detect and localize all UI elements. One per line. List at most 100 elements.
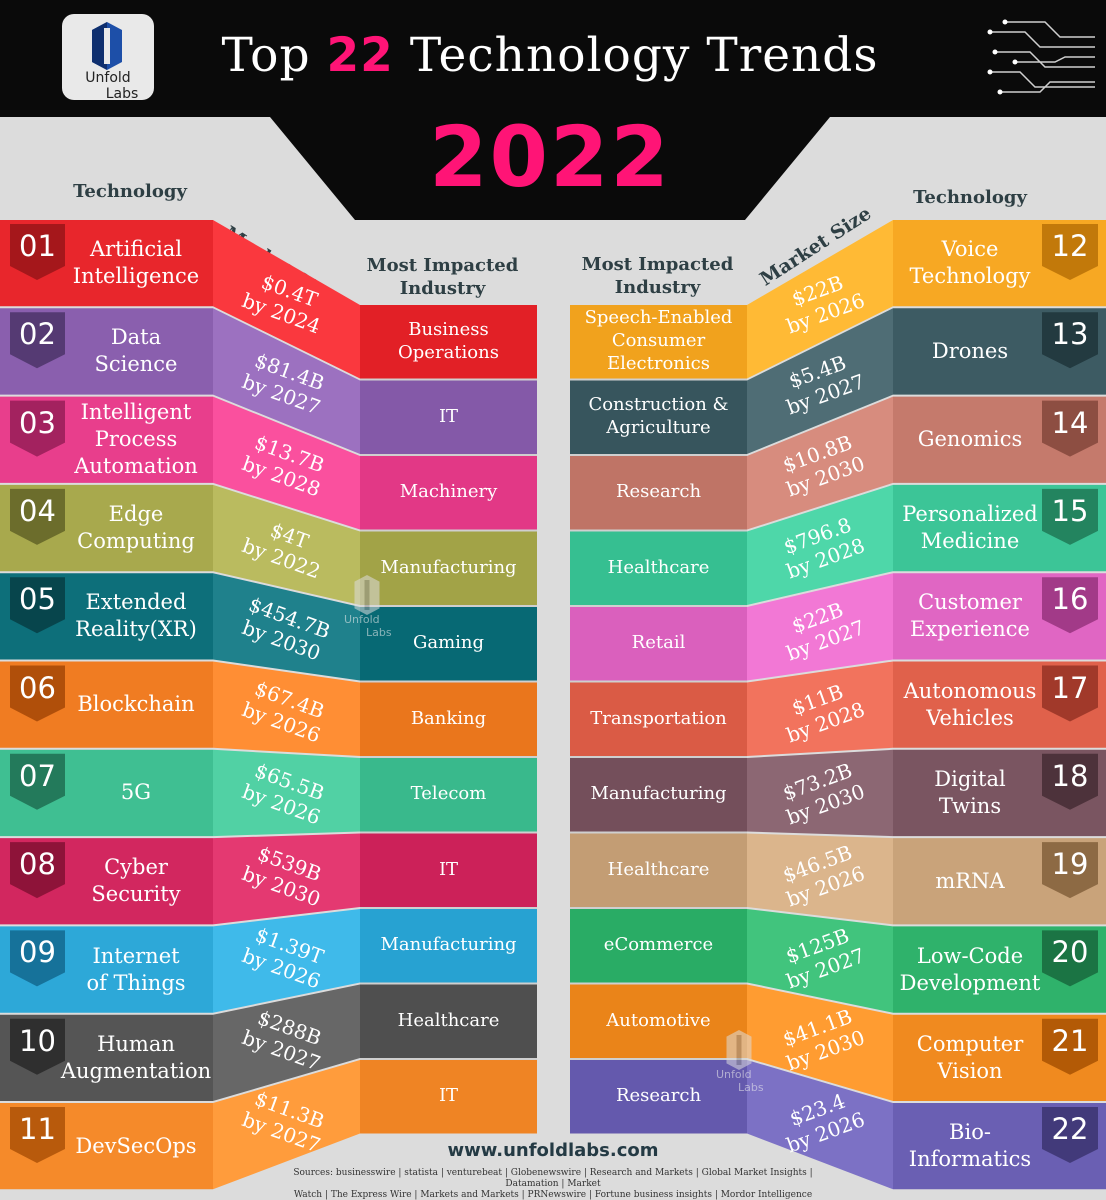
left-industry-label-02-line: IT xyxy=(438,405,459,427)
left-market-block-03 xyxy=(213,396,360,530)
right-number-18: 18 xyxy=(1051,758,1089,793)
right-number-21: 21 xyxy=(1051,1023,1089,1058)
left-market-block-06 xyxy=(213,661,360,756)
right-tech-label-20-line: Development xyxy=(899,970,1041,995)
right-tech-label-22-line: Bio- xyxy=(949,1120,991,1145)
right-industry-label-13-line: Construction & xyxy=(588,394,729,416)
left-number-tab-03 xyxy=(10,400,65,457)
right-market-block-16 xyxy=(747,573,893,681)
left-tech-label-03-line: Process xyxy=(94,427,178,452)
left-number-tab-11 xyxy=(10,1107,65,1163)
right-tech-label-20: Low-Code Development xyxy=(894,928,1046,1010)
left-tech-label-03-line: Automation xyxy=(74,454,198,479)
left-tech-label-08: Cyber Security xyxy=(62,840,210,922)
left-number-10: 10 xyxy=(19,1023,56,1058)
left-tech-label-01-line: Artificial xyxy=(89,237,183,262)
left-industry-label-11: IT xyxy=(362,1060,535,1132)
left-number-09: 09 xyxy=(19,935,56,970)
right-market-block-15 xyxy=(747,484,893,605)
left-industry-label-04: Manufacturing xyxy=(362,532,535,604)
right-number-tab-15 xyxy=(1042,488,1098,545)
right-industry-block-13 xyxy=(570,380,747,454)
left-number-tab-10 xyxy=(10,1018,65,1075)
right-tech-label-18-line: Twins xyxy=(938,793,1002,818)
left-tech-label-07-line: 5G xyxy=(120,780,152,805)
left-tech-label-03-line: Intelligent xyxy=(80,400,192,425)
left-tech-label-10-line: Augmentation xyxy=(60,1058,212,1083)
right-tech-label-22: Bio- Informatics xyxy=(894,1105,1046,1187)
right-number-22: 22 xyxy=(1051,1112,1089,1146)
right-industry-block-20 xyxy=(570,909,747,983)
left-industry-label-06: Banking xyxy=(362,683,535,755)
right-market-block-21 xyxy=(747,984,893,1101)
right-tech-label-13-line: Drones xyxy=(931,338,1009,363)
left-industry-label-11-line: IT xyxy=(438,1085,459,1107)
right-industry-block-12 xyxy=(570,305,747,379)
right-number-tab-16 xyxy=(1042,577,1098,634)
right-market-block-22 xyxy=(747,1060,893,1190)
right-industry-label-18-line: Manufacturing xyxy=(590,783,727,805)
right-industry-label-16-line: Retail xyxy=(631,632,686,654)
right-number-14: 14 xyxy=(1051,405,1089,440)
left-industry-label-07-line: Telecom xyxy=(410,783,487,805)
left-industry-label-09: Manufacturing xyxy=(362,909,535,981)
left-tech-label-08-line: Security xyxy=(91,882,181,907)
left-industry-label-04-line: Manufacturing xyxy=(380,556,517,578)
left-industry-label-02: IT xyxy=(362,381,535,453)
right-tech-label-17-line: Vehicles xyxy=(926,705,1014,730)
left-tech-label-05: Extended Reality(XR) xyxy=(62,575,210,657)
right-number-19: 19 xyxy=(1051,847,1089,882)
left-industry-block-05 xyxy=(360,607,537,681)
right-number-20: 20 xyxy=(1051,935,1089,970)
left-industry-label-06-line: Banking xyxy=(410,707,487,729)
right-tech-label-19-line: mRNA xyxy=(935,868,1005,893)
left-number-03: 03 xyxy=(19,405,56,440)
left-industry-label-01-line: Operations xyxy=(398,341,499,363)
right-industry-block-15 xyxy=(570,531,747,605)
right-number-tab-22 xyxy=(1042,1107,1098,1163)
left-number-05: 05 xyxy=(19,582,56,617)
right-industry-label-13: Construction & Agriculture xyxy=(572,381,745,453)
right-number-12: 12 xyxy=(1051,229,1089,263)
left-market-block-11 xyxy=(213,1060,360,1190)
right-industry-label-18: Manufacturing xyxy=(572,758,745,830)
left-industry-heading: Most Impacted Industry xyxy=(366,255,519,299)
right-number-16: 16 xyxy=(1051,582,1089,617)
left-tech-label-09-line: Internet xyxy=(92,943,180,968)
page-title: Top 22 Technology Trends xyxy=(221,28,879,83)
right-number-tab-20 xyxy=(1042,930,1098,987)
left-industry-label-09-line: Manufacturing xyxy=(380,934,517,956)
left-industry-label-03: Machinery xyxy=(362,456,535,528)
right-market-block-19 xyxy=(747,833,893,925)
left-number-tab-02 xyxy=(10,312,65,369)
left-industry-block-01 xyxy=(360,305,537,379)
right-industry-block-14 xyxy=(570,456,747,530)
right-industry-block-17 xyxy=(570,682,747,756)
left-tech-label-06: Blockchain xyxy=(62,664,210,746)
left-industry-block-06 xyxy=(360,682,537,756)
right-market-block-20 xyxy=(747,909,893,1013)
left-number-tab-09 xyxy=(10,930,65,987)
right-market-block-13 xyxy=(747,308,893,454)
right-industry-block-18 xyxy=(570,758,747,832)
right-industry-label-13-line: Agriculture xyxy=(606,417,711,439)
right-number-tab-19 xyxy=(1042,842,1098,899)
right-tech-label-16-line: Customer xyxy=(918,590,1022,615)
watermark-logo: Unfold Labs xyxy=(340,575,404,639)
right-industry-label-12-line: Consumer xyxy=(611,330,706,352)
left-tech-label-03: Intelligent Process Automation xyxy=(62,399,210,481)
right-industry-label-14: Research xyxy=(572,456,745,528)
right-industry-label-17-line: Transportation xyxy=(590,707,727,729)
left-industry-block-04 xyxy=(360,531,537,605)
left-market-block-04 xyxy=(213,484,360,605)
right-tech-label-14: Genomics xyxy=(894,399,1046,481)
right-industry-label-16: Retail xyxy=(572,607,745,679)
right-industry-label-21: Automotive xyxy=(572,985,745,1057)
unfold-labs-logo: Unfold Labs xyxy=(62,14,154,102)
right-tech-label-16-line: Experience xyxy=(910,617,1030,642)
left-number-07: 07 xyxy=(19,758,56,793)
right-market-block-12 xyxy=(747,220,893,379)
left-tech-label-10: Human Augmentation xyxy=(60,1017,212,1099)
right-industry-label-12: Speech-Enabled Consumer Electronics xyxy=(572,305,745,377)
left-tech-label-10-line: Human xyxy=(97,1031,175,1056)
